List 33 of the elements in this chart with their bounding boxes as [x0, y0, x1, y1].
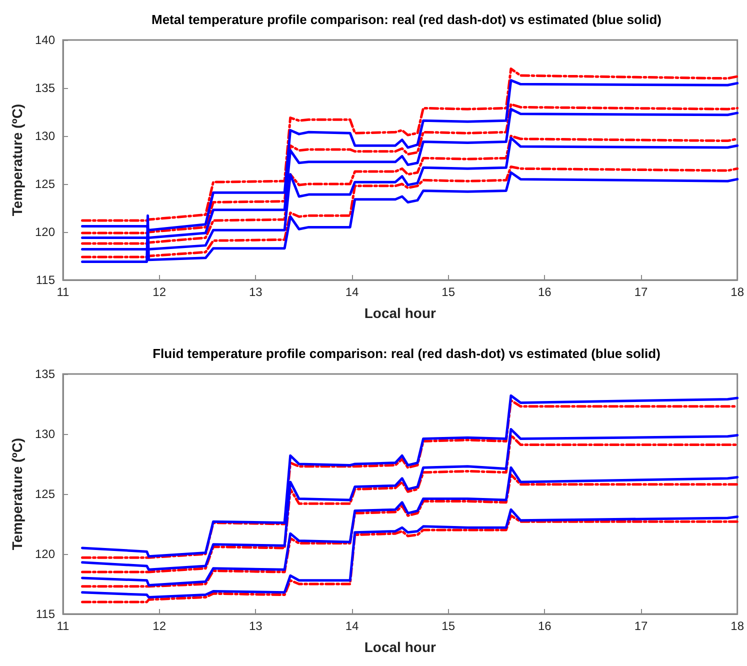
y-tick-label: 115: [36, 273, 56, 287]
x-axis-title: Local hour: [364, 305, 436, 321]
y-tick-label: 135: [34, 81, 56, 95]
y-tick-label: 120: [34, 225, 56, 239]
y-tick-label: 120: [34, 547, 56, 561]
x-tick-label: 12: [152, 285, 166, 299]
x-tick-label: 17: [634, 619, 648, 633]
y-axis-title: Temperature (ºC): [9, 104, 26, 216]
x-tick-label: 16: [538, 285, 552, 299]
y-tick-label: 125: [34, 177, 56, 191]
x-tick-label: 18: [730, 619, 744, 633]
y-tick-label: 135: [34, 367, 56, 381]
y-tick-label: 130: [34, 427, 56, 441]
y-tick-label: 130: [34, 129, 56, 143]
y-axis-title: Temperature (ºC): [9, 438, 26, 550]
chart-title: Metal temperature profile comparison: real (red dash-dot) vs estimated (blue solid): [152, 12, 662, 27]
x-tick-label: 17: [634, 285, 648, 299]
x-tick-label: 12: [152, 619, 166, 633]
x-tick-label: 13: [248, 619, 263, 633]
y-tick-label: 140: [34, 33, 56, 47]
x-tick-label: 14: [345, 619, 359, 633]
x-tick-label: 14: [345, 285, 359, 299]
y-tick-label: 115: [36, 607, 56, 621]
x-tick-label: 11: [56, 619, 70, 633]
chart-title: Fluid temperature profile comparison: real (red dash-dot) vs estimated (blue solid): [152, 346, 660, 361]
x-tick-label: 13: [248, 285, 263, 299]
x-tick-label: 15: [442, 285, 456, 299]
x-tick-label: 16: [538, 619, 552, 633]
x-tick-label: 11: [56, 285, 70, 299]
y-tick-label: 125: [34, 487, 56, 501]
x-tick-label: 18: [730, 285, 744, 299]
x-tick-label: 15: [442, 619, 456, 633]
x-axis-title: Local hour: [364, 639, 436, 655]
